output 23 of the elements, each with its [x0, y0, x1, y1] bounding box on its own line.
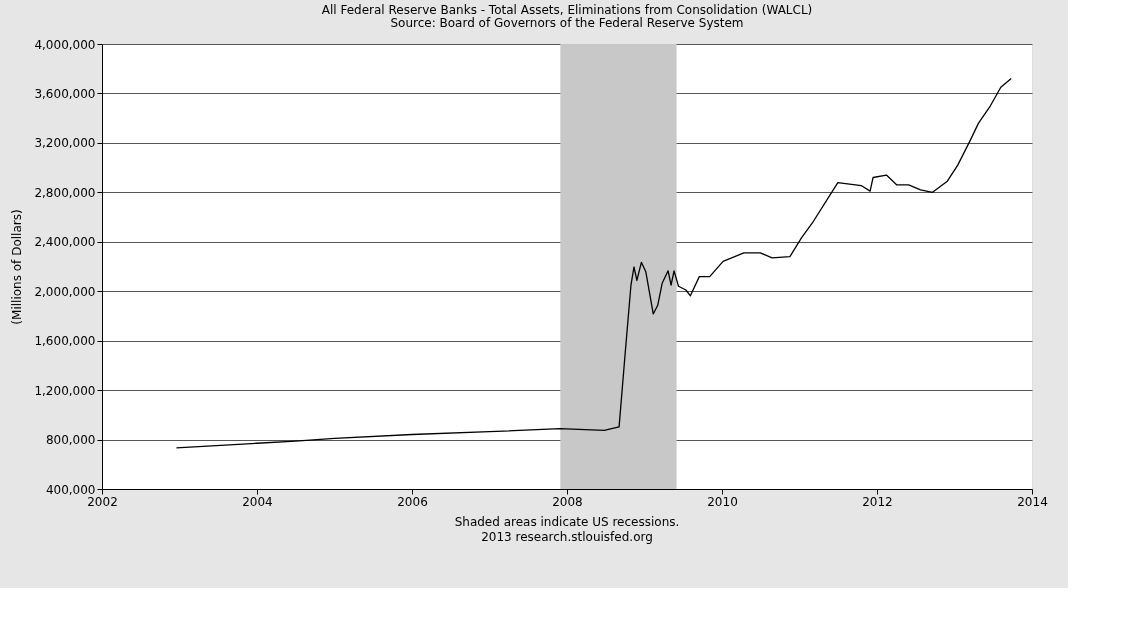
y-axis-title: (Millions of Dollars)	[10, 209, 25, 325]
x-tick-label: 2010	[707, 494, 738, 509]
y-tick-label: 2,000,000	[34, 284, 96, 299]
x-tick-label: 2008	[552, 494, 583, 509]
y-tick-label: 2,800,000	[34, 185, 96, 200]
text: Shaded areas indicate US recessions.	[454, 515, 680, 529]
chart-subtitle: Source: Board of Governors of the Federal Reserve System	[390, 16, 744, 30]
y-tick-label: 1,600,000	[34, 334, 96, 349]
y-tick-label: 3,600,000	[34, 86, 96, 101]
text: 2013 research.stlouisfed.org	[481, 530, 653, 544]
y-tick-label: 800,000	[45, 433, 96, 448]
y-tick-label: 4,000,000	[34, 37, 96, 52]
x-tick-label: 2004	[242, 494, 273, 509]
y-tick-label: 2,400,000	[34, 235, 96, 250]
x-tick-label: 2002	[87, 494, 118, 509]
line-series	[175, 77, 1012, 449]
chart-title: All Federal Reserve Banks - Total Assets, Eliminations from Consolidation (WALCL)	[321, 3, 813, 17]
y-tick-label: 3,200,000	[34, 136, 96, 151]
x-tick-label: 2006	[397, 494, 428, 509]
y-tick-label: 1,200,000	[34, 383, 96, 398]
x-tick-label: 2012	[862, 494, 893, 509]
y-tick-label: 400,000	[45, 482, 96, 497]
x-tick-label: 2014	[1017, 494, 1048, 509]
